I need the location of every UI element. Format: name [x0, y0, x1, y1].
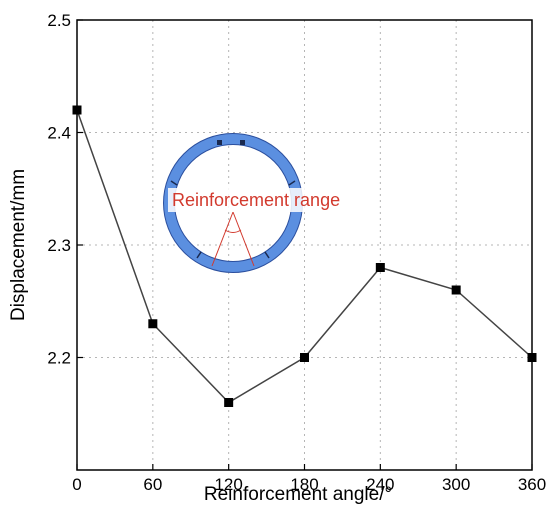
series-displacement [72, 105, 537, 407]
x-tick-label: 300 [442, 475, 470, 494]
data-point [148, 319, 158, 329]
ring-joint [170, 180, 178, 186]
data-point [300, 353, 309, 362]
data-point [375, 263, 385, 272]
x-tick-label: 240 [366, 475, 394, 494]
annotation-reinforcement-range: Reinforcement range [172, 190, 340, 210]
x-tick-label: 0 [72, 475, 81, 494]
ring-joint [288, 180, 296, 186]
data-point [224, 398, 234, 407]
y-tick-label: 2.4 [47, 124, 71, 143]
x-tick-label: 180 [290, 475, 318, 494]
ring-joint-marker [240, 140, 245, 145]
x-tick-label: 360 [518, 475, 546, 494]
ring-joint [196, 251, 202, 259]
y-axis-title: Displacement/mm [8, 169, 29, 321]
y-tick-label: 2.5 [47, 11, 71, 30]
reinforcement-inset: Reinforcement range [163, 133, 378, 273]
range-line-right [232, 211, 255, 267]
annotation-background [168, 188, 378, 212]
x-tick-label: 120 [214, 475, 242, 494]
range-arc [224, 229, 242, 233]
data-point [451, 285, 461, 295]
ring-joint-marker [217, 140, 222, 145]
x-axis-ticks: 0 60 120 180 240 300 360 [72, 464, 546, 494]
y-tick-label: 2.3 [47, 236, 71, 255]
ring-joint [264, 251, 270, 259]
y-axis-ticks: 2.2 2.3 2.4 2.5 [47, 11, 83, 368]
data-point [72, 105, 82, 115]
grid [77, 20, 532, 470]
x-axis-title: Reinforcement angle/° [204, 484, 392, 505]
y-tick-label: 2.2 [47, 349, 71, 368]
data-point [527, 353, 537, 362]
range-line-left [211, 211, 234, 267]
x-tick-label: 60 [143, 475, 162, 494]
